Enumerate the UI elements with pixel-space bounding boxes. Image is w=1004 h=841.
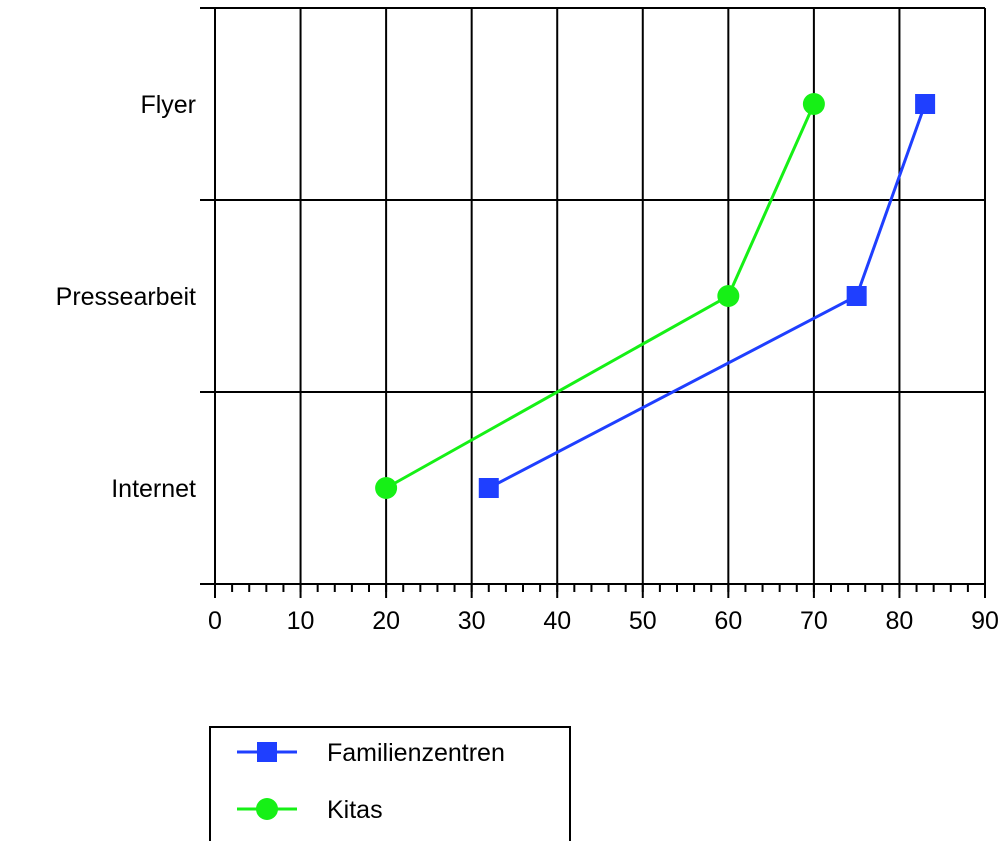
data-point-circle (375, 477, 398, 499)
legend-label: Kitas (327, 796, 383, 824)
grid (200, 7, 986, 585)
data-point-square (478, 478, 499, 498)
data-point-square (915, 94, 936, 114)
category-label: Internet (111, 475, 196, 503)
x-tick-label: 20 (372, 607, 400, 635)
category-label: Pressearbeit (56, 283, 196, 311)
x-tick-label: 80 (886, 607, 914, 635)
x-axis: 0 10 20 30 40 50 60 70 80 90 (208, 8, 999, 635)
series-kitas (375, 93, 825, 499)
x-tick-label: 30 (458, 607, 486, 635)
category-labels: Internet Pressearbeit Flyer (56, 91, 196, 503)
x-tick-label: 0 (208, 607, 222, 635)
data-point-circle (256, 798, 278, 820)
data-point-square (846, 286, 867, 306)
series-layer (375, 93, 936, 499)
legend-entry: Familienzentren (237, 739, 505, 767)
legend: Familienzentren Kitas (209, 726, 571, 841)
x-tick-label: 60 (714, 607, 742, 635)
x-tick-label: 90 (971, 607, 999, 635)
x-tick-label: 10 (287, 607, 315, 635)
x-tick-label: 40 (543, 607, 571, 635)
data-point-circle (802, 93, 825, 115)
data-point-circle (717, 285, 740, 307)
data-point-square (257, 742, 277, 762)
category-label: Flyer (140, 91, 196, 119)
legend-label: Familienzentren (327, 739, 505, 767)
legend-entry: Kitas (237, 796, 383, 824)
x-tick-label: 50 (629, 607, 657, 635)
x-tick-label: 70 (800, 607, 828, 635)
series-familienzentren (478, 94, 936, 498)
